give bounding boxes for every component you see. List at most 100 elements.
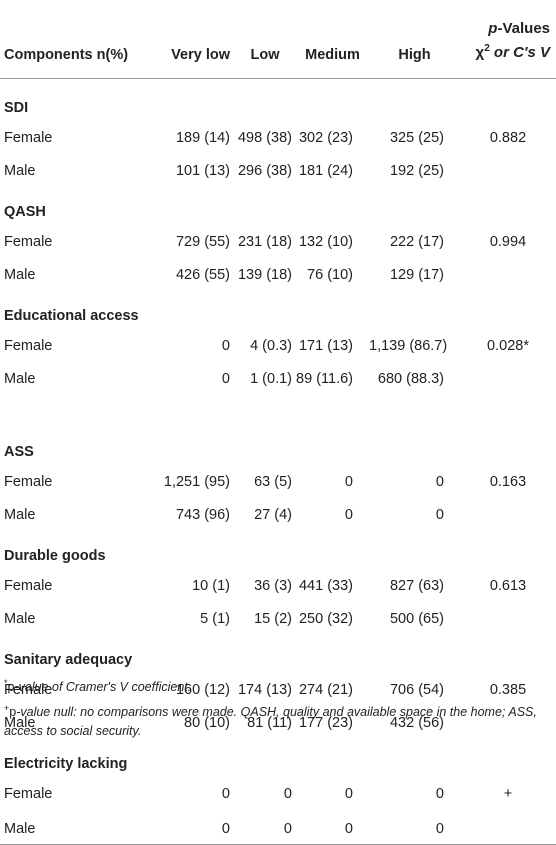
value-cell: 63 (5)	[254, 474, 292, 490]
section-row: Sanitary adequacy	[0, 632, 556, 670]
value-cell: 274 (21)	[298, 682, 353, 698]
value-cell: 139 (18)	[237, 267, 292, 283]
row-label: Male	[4, 371, 36, 387]
value-cell: 302 (23)	[298, 130, 353, 146]
row-label: Female	[4, 682, 53, 698]
row-label: Male	[4, 267, 36, 283]
section-row: SDI	[0, 78, 556, 118]
row-label: Male	[4, 163, 36, 179]
section-title: Durable goods	[4, 548, 106, 564]
value-cell: 0	[344, 786, 353, 802]
pvalue-cell	[460, 366, 556, 392]
value-cell: 0	[296, 814, 369, 845]
value-cell: 0	[156, 814, 234, 845]
value-cell: 0	[435, 786, 444, 802]
row-label: Female	[4, 234, 53, 250]
row-label: Female	[4, 786, 53, 802]
value-cell: 0	[435, 474, 444, 490]
header-high: High	[369, 0, 460, 79]
value-cell: 0	[221, 371, 230, 387]
spacer-cell	[0, 392, 556, 424]
header-pvalues-p: p	[488, 19, 498, 37]
header-medium: Medium	[296, 0, 369, 79]
pvalue-cell: 0.028*	[487, 338, 529, 354]
row-label: Female	[4, 130, 53, 146]
value-cell: 80 (10)	[184, 715, 230, 731]
row-label: Male	[0, 814, 156, 845]
section-title: Sanitary adequacy	[4, 652, 133, 668]
value-cell: 160 (12)	[175, 682, 230, 698]
spacer-row	[0, 392, 556, 424]
footnote-1-p: p	[7, 680, 15, 695]
value-cell: 0	[221, 786, 230, 802]
value-cell: 76 (10)	[307, 267, 353, 283]
table-row: Male 80 (10) 81 (11) 177 (23) 432 (56)	[0, 710, 556, 736]
value-cell: 0	[369, 814, 460, 845]
table-row: Male 0 1 (0.1) 89 (11.6) 680 (88.3)	[0, 366, 556, 392]
value-cell: 89 (11.6)	[296, 371, 353, 387]
header-pvalues-label: -Values	[497, 19, 550, 37]
value-cell: 296 (38)	[237, 163, 292, 179]
table-row: Female 1,251 (95) 63 (5) 0 0 0.163	[0, 462, 556, 502]
table-row: Male 743 (96) 27 (4) 0 0	[0, 502, 556, 528]
table-row: Male 5 (1) 15 (2) 250 (32) 500 (65)	[0, 606, 556, 632]
pvalue-cell: 0.882	[489, 130, 527, 146]
pvalue-cell: 0.163	[489, 474, 527, 490]
table-row: Female 729 (55) 231 (18) 132 (10) 222 (17) 0.…	[0, 222, 556, 262]
value-cell: 36 (3)	[254, 578, 292, 594]
value-cell: 1,139 (86.7)	[369, 338, 448, 354]
footnote-1: *p-value of Cramer's V coefficient.	[4, 674, 552, 697]
header-row: Components n(%) Very low Low Medium High…	[0, 0, 556, 79]
table-row: Male 101 (13) 296 (38) 181 (24) 192 (25)	[0, 158, 556, 184]
value-cell: 101 (13)	[175, 163, 230, 179]
value-cell: 189 (14)	[175, 130, 230, 146]
value-cell: 0	[344, 507, 353, 523]
row-label: Male	[4, 715, 36, 731]
row-label: Female	[4, 474, 53, 490]
value-cell: 500 (65)	[389, 611, 444, 627]
value-cell: 827 (63)	[389, 578, 444, 594]
section-row: Educational access	[0, 288, 556, 326]
value-cell: 0	[234, 814, 296, 845]
value-cell: 706 (54)	[389, 682, 444, 698]
footnote-1-text: -value of Cramer's V coefficient.	[14, 680, 192, 695]
row-label: Male	[4, 611, 36, 627]
header-cramers: or C's V	[489, 43, 550, 61]
value-cell: 1 (0.1)	[250, 371, 292, 387]
value-cell: 729 (55)	[175, 234, 230, 250]
header-components: Components n(%)	[0, 0, 156, 79]
table-row: Female 189 (14) 498 (38) 302 (23) 325 (25) 0.…	[0, 118, 556, 158]
value-cell: 4 (0.3)	[250, 338, 292, 354]
value-cell: 15 (2)	[254, 611, 292, 627]
section-row: Durable goods	[0, 528, 556, 566]
header-very-low: Very low	[156, 0, 234, 79]
value-cell: 5 (1)	[200, 611, 230, 627]
value-cell: 432 (56)	[389, 715, 444, 731]
pvalue-cell: +	[503, 786, 513, 802]
table-row: Male 426 (55) 139 (18) 76 (10) 129 (17)	[0, 262, 556, 288]
value-cell: 498 (38)	[237, 130, 292, 146]
value-cell: 441 (33)	[298, 578, 353, 594]
value-cell: 171 (13)	[298, 338, 353, 354]
value-cell: 177 (23)	[298, 715, 353, 731]
header-chi: χ	[475, 43, 485, 61]
value-cell: 0	[435, 507, 444, 523]
footnote-2: +p-value null: no comparisons were made.…	[4, 699, 552, 741]
section-title: SDI	[4, 100, 29, 116]
pvalue-cell	[460, 606, 556, 632]
value-cell: 1,251 (95)	[163, 474, 230, 490]
value-cell: 250 (32)	[298, 611, 353, 627]
row-label: Female	[4, 338, 53, 354]
value-cell: 426 (55)	[175, 267, 230, 283]
value-cell: 132 (10)	[298, 234, 353, 250]
footnote-1-mark: *	[4, 678, 8, 688]
pvalue-cell: 0.994	[489, 234, 527, 250]
value-cell: 174 (13)	[237, 682, 292, 698]
value-cell: 129 (17)	[389, 267, 444, 283]
pvalue-cell: 0.385	[489, 682, 527, 698]
value-cell: 0	[344, 474, 353, 490]
value-cell: 680 (88.3)	[377, 371, 444, 387]
table-row: Female 160 (12) 174 (13) 274 (21) 706 (54) 0.…	[0, 670, 556, 710]
row-label: Male	[4, 507, 36, 523]
